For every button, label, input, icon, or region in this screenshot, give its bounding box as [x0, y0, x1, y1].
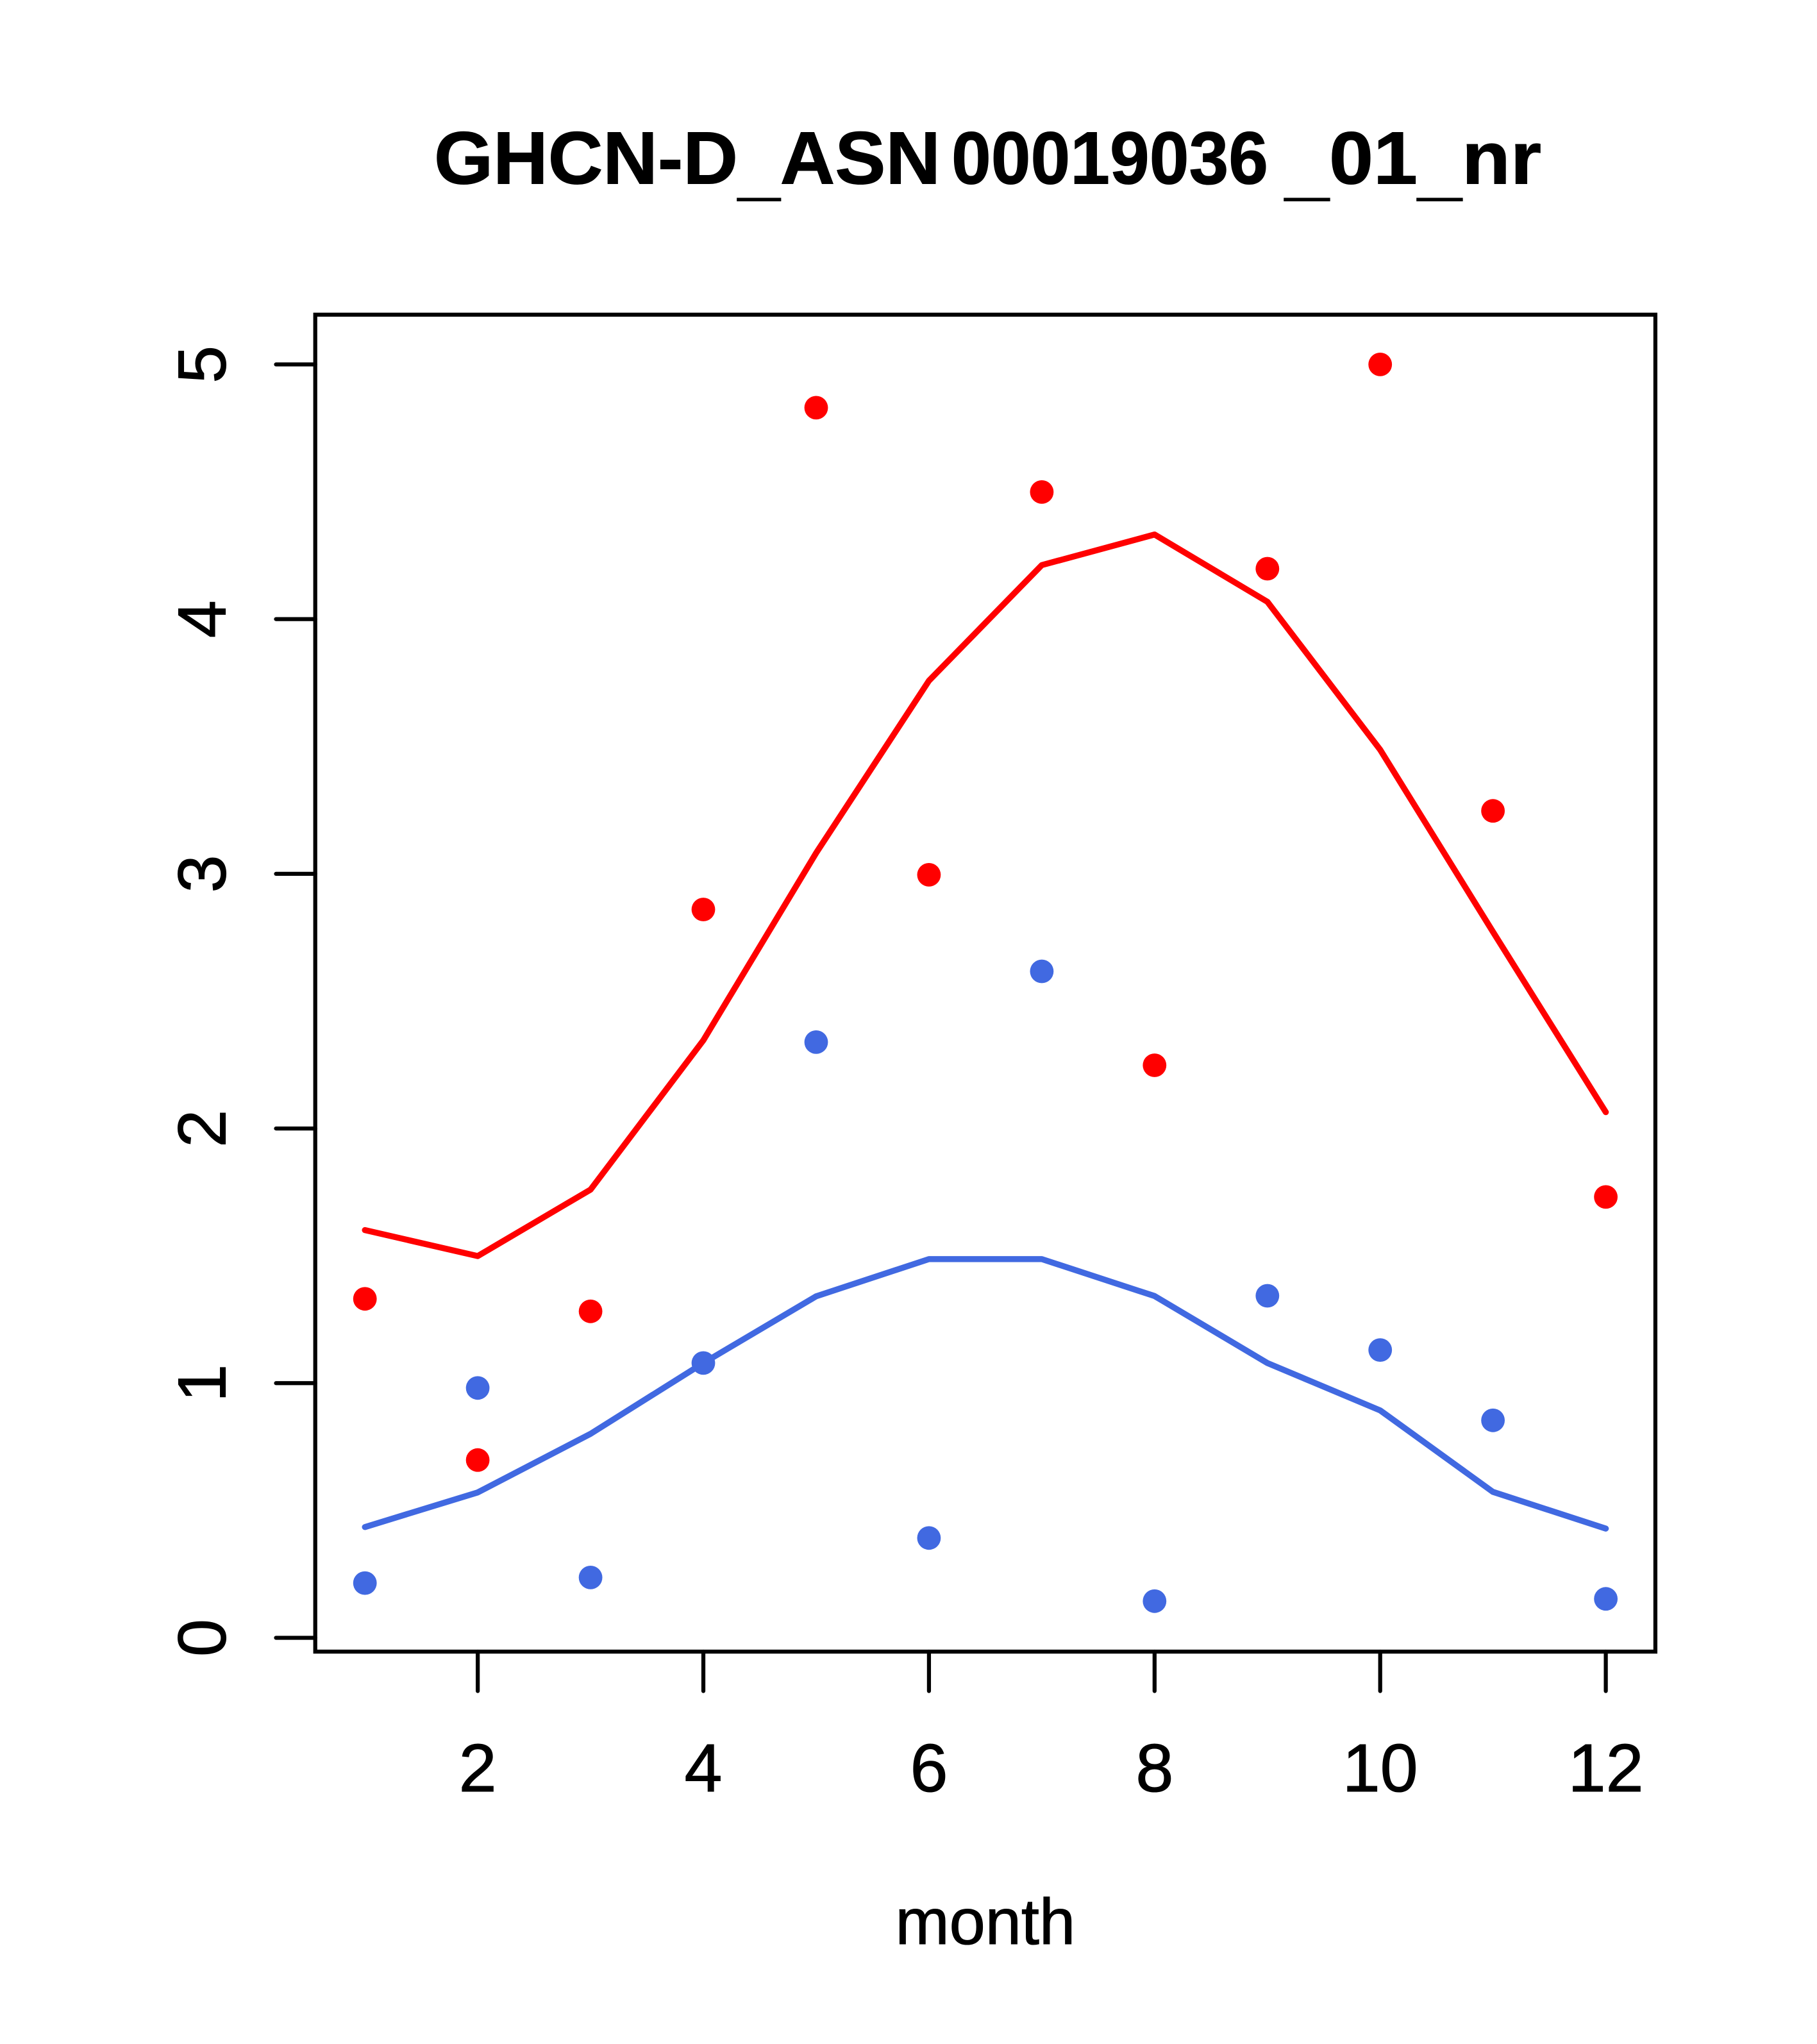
svg-text:2: 2	[459, 1730, 497, 1806]
svg-text:10: 10	[1343, 1730, 1418, 1806]
svg-text:00019036: 00019036	[951, 117, 1268, 200]
svg-text:6: 6	[910, 1730, 948, 1806]
svg-text:1: 1	[165, 1364, 240, 1402]
svg-text:3: 3	[165, 855, 240, 892]
svg-text:5: 5	[165, 346, 240, 383]
svg-text:0: 0	[165, 1619, 240, 1657]
svg-text:4: 4	[685, 1730, 723, 1806]
svg-text:2: 2	[165, 1110, 240, 1148]
svg-text:8: 8	[1135, 1730, 1173, 1806]
svg-text:_01_nr: _01_nr	[1284, 117, 1541, 208]
svg-text:GHCN-D_ASN: GHCN-D_ASN	[434, 117, 941, 208]
svg-text:12: 12	[1568, 1730, 1644, 1806]
svg-text:month: month	[895, 1886, 1075, 1958]
svg-text:4: 4	[165, 600, 240, 638]
